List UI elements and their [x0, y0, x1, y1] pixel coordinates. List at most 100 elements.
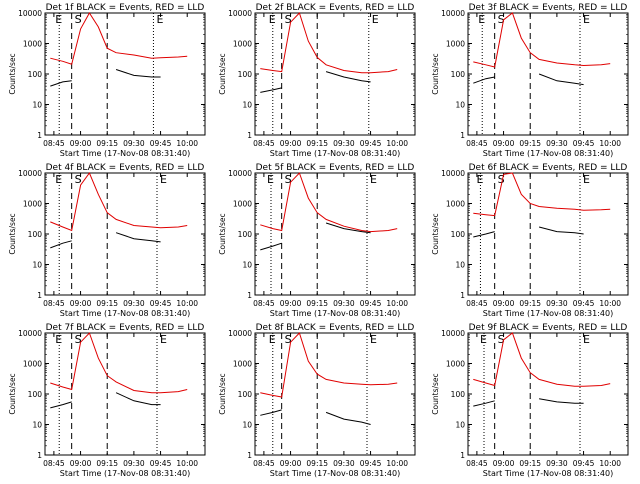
- marker-letter-right: E: [160, 173, 167, 186]
- x-axis-label: Start Time (17-Nov-08 08:31:40): [60, 469, 190, 478]
- marker-letter-second: S: [285, 13, 292, 26]
- x-tick-label: 09:15: [96, 299, 118, 308]
- x-tick-label: 09:15: [306, 459, 328, 468]
- lld-series-line: [50, 332, 188, 394]
- x-tick-label: 10:00: [599, 299, 621, 308]
- panel-title: Det 7f BLACK = Events, RED = LLD: [46, 323, 205, 333]
- plot-frame: [44, 172, 206, 296]
- x-axis-label: Start Time (17-Nov-08 08:31:40): [60, 149, 190, 158]
- marker-letter-second: S: [75, 13, 82, 26]
- x-tick-label: 09:45: [573, 139, 595, 148]
- lld-series-line: [260, 332, 398, 398]
- marker-letter-left: E: [55, 333, 62, 346]
- y-tick-label: 10: [455, 101, 465, 110]
- y-tick-label: 1000: [446, 200, 465, 209]
- y-tick-label: 100: [451, 230, 466, 239]
- events-series-line: [473, 73, 584, 86]
- plot-frame: [44, 332, 206, 456]
- y-tick-label: 10: [455, 421, 465, 430]
- y-axis-label: Counts/sec: [8, 373, 17, 414]
- x-tick-label: 09:30: [333, 299, 355, 308]
- x-tick-label: 09:15: [519, 139, 541, 148]
- events-series-line: [50, 69, 161, 87]
- marker-letter-left: E: [55, 173, 62, 186]
- plot-frame: [467, 172, 629, 296]
- detector-panel-7: Det 7f BLACK = Events, RED = LLD 1 10 100 10…: [8, 323, 206, 478]
- x-tick-label: 08:45: [43, 139, 65, 148]
- marker-letter-right: E: [370, 173, 377, 186]
- y-tick-label: 100: [238, 230, 253, 239]
- detector-panel-9: Det 9f BLACK = Events, RED = LLD 1 10 100 10…: [431, 323, 629, 478]
- plot-frame: [254, 332, 416, 456]
- y-axis-label: Counts/sec: [218, 213, 227, 254]
- lld-series-line: [50, 12, 188, 65]
- x-tick-label: 09:15: [519, 299, 541, 308]
- x-tick-label: 09:00: [280, 459, 302, 468]
- plot-frame: [44, 12, 206, 136]
- x-tick-label: 09:00: [70, 299, 92, 308]
- y-tick-label: 1000: [23, 40, 42, 49]
- x-tick-label: 09:45: [150, 459, 172, 468]
- detector-panel-2: Det 2f BLACK = Events, RED = LLD 1 10 100 10…: [218, 3, 416, 158]
- x-tick-label: 09:45: [573, 299, 595, 308]
- y-tick-label: 1: [460, 451, 465, 460]
- panel-title: Det 3f BLACK = Events, RED = LLD: [469, 3, 628, 13]
- lld-series-line: [473, 332, 611, 387]
- y-tick-label: 10000: [18, 9, 42, 18]
- y-axis-label: Counts/sec: [431, 373, 440, 414]
- events-series-line: [260, 222, 371, 251]
- x-axis-label: Start Time (17-Nov-08 08:31:40): [270, 309, 400, 318]
- x-tick-label: 09:00: [70, 139, 92, 148]
- y-tick-label: 1: [37, 451, 42, 460]
- panel-title: Det 2f BLACK = Events, RED = LLD: [256, 3, 415, 13]
- detector-panel-1: Det 1f BLACK = Events, RED = LLD 1 10 100 10…: [8, 3, 206, 158]
- marker-letter-right: E: [583, 173, 590, 186]
- marker-letter-second: S: [285, 173, 292, 186]
- y-tick-label: 10000: [18, 329, 42, 338]
- y-tick-label: 1: [460, 131, 465, 140]
- marker-letter-right: E: [160, 333, 167, 346]
- detector-panel-4: Det 4f BLACK = Events, RED = LLD 1 10 100 10…: [8, 163, 206, 318]
- y-tick-label: 10000: [441, 329, 465, 338]
- x-tick-label: 10:00: [176, 139, 198, 148]
- x-tick-label: 08:45: [253, 299, 275, 308]
- y-tick-label: 100: [451, 390, 466, 399]
- x-tick-label: 10:00: [599, 139, 621, 148]
- y-axis-label: Counts/sec: [8, 53, 17, 94]
- y-tick-label: 100: [238, 390, 253, 399]
- x-tick-label: 09:15: [306, 299, 328, 308]
- y-tick-label: 1000: [23, 360, 42, 369]
- x-tick-label: 09:45: [150, 299, 172, 308]
- x-axis-label: Start Time (17-Nov-08 08:31:40): [60, 309, 190, 318]
- lld-series-line: [473, 12, 611, 68]
- panel-title: Det 9f BLACK = Events, RED = LLD: [469, 323, 628, 333]
- x-tick-label: 09:15: [306, 139, 328, 148]
- y-axis-label: Counts/sec: [8, 213, 17, 254]
- y-tick-label: 10: [32, 421, 42, 430]
- y-tick-label: 1: [37, 131, 42, 140]
- y-tick-label: 1000: [23, 200, 42, 209]
- y-tick-label: 1000: [446, 40, 465, 49]
- y-tick-label: 1: [247, 131, 252, 140]
- x-tick-label: 09:30: [546, 139, 568, 148]
- y-axis-label: Counts/sec: [218, 53, 227, 94]
- y-tick-label: 10: [242, 261, 252, 270]
- marker-letter-left: E: [269, 333, 276, 346]
- x-tick-label: 09:45: [573, 459, 595, 468]
- panel-title: Det 8f BLACK = Events, RED = LLD: [256, 323, 415, 333]
- x-tick-label: 09:30: [546, 299, 568, 308]
- y-tick-label: 1: [460, 291, 465, 300]
- x-tick-label: 09:00: [493, 299, 515, 308]
- events-series-line: [473, 226, 584, 238]
- y-tick-label: 1: [247, 451, 252, 460]
- marker-letter-left: E: [478, 13, 485, 26]
- x-tick-label: 08:45: [253, 139, 275, 148]
- y-tick-label: 1000: [446, 360, 465, 369]
- detector-panel-5: Det 5f BLACK = Events, RED = LLD 1 10 100 10…: [218, 163, 416, 318]
- x-axis-label: Start Time (17-Nov-08 08:31:40): [483, 309, 613, 318]
- x-tick-label: 10:00: [176, 459, 198, 468]
- x-tick-label: 08:45: [253, 459, 275, 468]
- y-tick-label: 10000: [441, 169, 465, 178]
- plot-frame: [254, 172, 416, 296]
